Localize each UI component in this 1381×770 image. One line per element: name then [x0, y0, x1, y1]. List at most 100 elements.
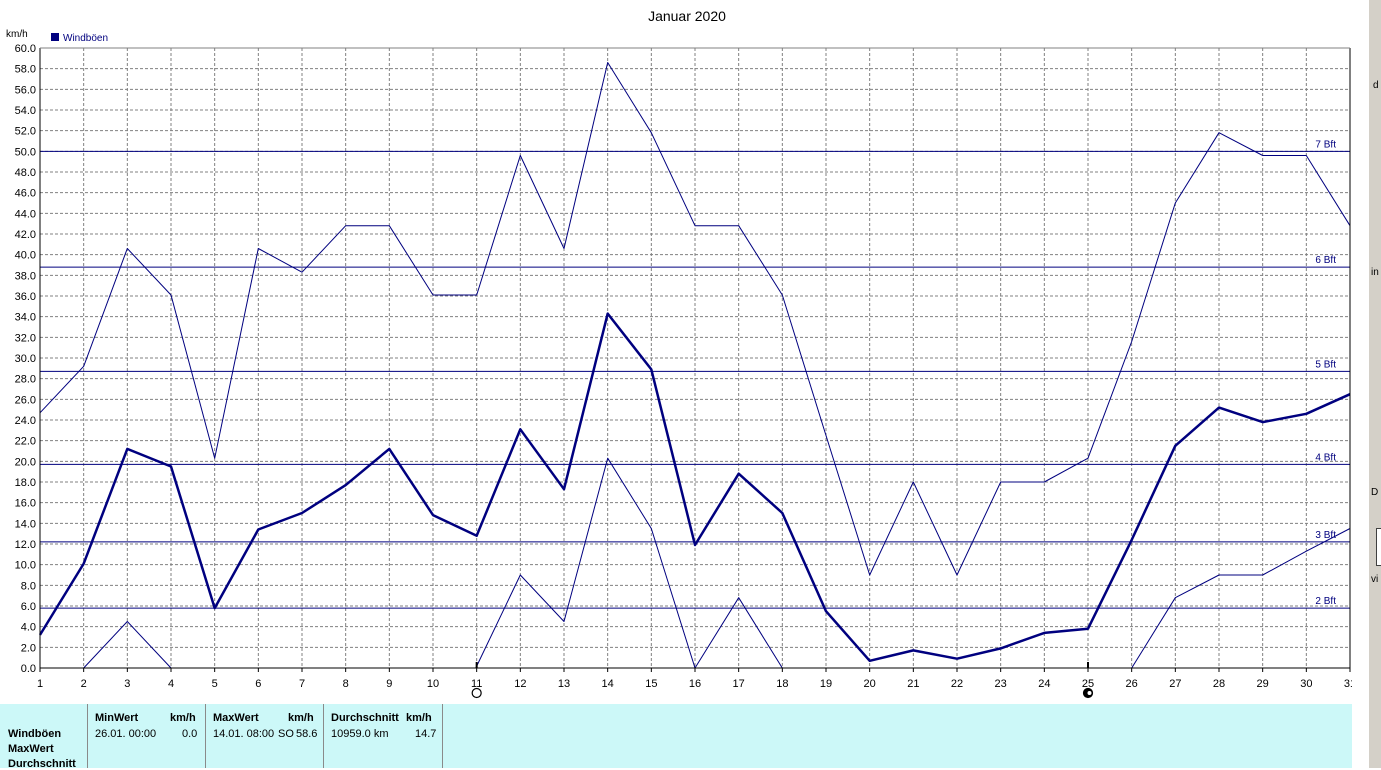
side-letter: vi: [1371, 574, 1379, 585]
y-tick-label: 56.0: [15, 84, 36, 96]
x-tick-label: 7: [299, 678, 305, 690]
full-moon-icon: [471, 687, 482, 699]
x-tick-label: 2: [81, 678, 87, 690]
row-label-durchschnitt: Durchschnitt: [8, 758, 76, 770]
min-value: 0.0: [182, 728, 198, 740]
beaufort-label: 2 Bft: [1315, 596, 1336, 607]
chart-title: Januar 2020: [648, 8, 726, 24]
max-unit: km/h: [288, 712, 314, 724]
side-scroll-handle[interactable]: [1376, 528, 1381, 566]
x-tick-label: 28: [1213, 678, 1225, 690]
series-line: [1131, 528, 1351, 669]
y-tick-label: 10.0: [15, 560, 36, 572]
series-line: [38, 312, 1351, 663]
y-tick-label: 28.0: [15, 374, 36, 386]
min-date: 26.01. 00:00: [95, 728, 157, 740]
series-line: [39, 62, 1351, 576]
new-moon-highlight: [1087, 691, 1092, 695]
x-tick-label: 21: [907, 678, 919, 690]
y-tick-label: 34.0: [15, 312, 36, 324]
y-tick-label: 24.0: [15, 415, 36, 427]
x-tick-label: 25: [1082, 678, 1094, 690]
legend-label: Windböen: [63, 33, 108, 44]
y-tick-label: 58.0: [15, 64, 36, 76]
y-tick-label: 18.0: [15, 477, 36, 489]
y-tick-label: 2.0: [21, 642, 36, 654]
max-header: MaxWert: [213, 712, 259, 724]
y-tick-label: 26.0: [15, 394, 36, 406]
beaufort-label: 4 Bft: [1315, 452, 1336, 463]
x-tick-label: 10: [427, 678, 439, 690]
max-column: MaxWert km/h 14.01. 08:00 SO 58.6: [205, 704, 324, 768]
y-tick-label: 40.0: [15, 250, 36, 262]
x-tick-label: 5: [212, 678, 218, 690]
y-tick-label: 32.0: [15, 332, 36, 344]
y-tick-label: 54.0: [15, 105, 36, 117]
beaufort-label: 3 Bft: [1315, 530, 1336, 541]
y-tick-label: 42.0: [15, 229, 36, 241]
x-tick-label: 30: [1300, 678, 1312, 690]
legend-swatch: [51, 33, 59, 41]
side-letter: d: [1373, 80, 1379, 91]
side-letter: in: [1371, 267, 1379, 278]
x-tick-label: 16: [689, 678, 701, 690]
y-tick-label: 44.0: [15, 208, 36, 220]
x-tick-label: 11: [471, 678, 482, 690]
min-column: MinWert km/h 26.01. 00:00 0.0: [87, 704, 206, 768]
y-tick-label: 16.0: [15, 498, 36, 510]
max-value: 58.6: [296, 728, 318, 740]
x-tick-label: 8: [343, 678, 349, 690]
y-tick-label: 12.0: [15, 539, 36, 551]
min-header: MinWert: [95, 712, 139, 724]
y-tick-label: 0.0: [21, 663, 36, 675]
y-axis-unit: km/h: [6, 29, 28, 40]
x-tick-label: 17: [733, 678, 745, 690]
side-panel-edge: [1352, 0, 1369, 768]
x-tick-label: 31: [1344, 678, 1352, 690]
avg-unit: km/h: [406, 712, 432, 724]
beaufort-label: 5 Bft: [1315, 359, 1336, 370]
x-tick-label: 29: [1257, 678, 1269, 690]
stats-panel: Windböen MaxWert Durchschnitt MinWert km…: [0, 704, 1352, 770]
min-unit: km/h: [170, 712, 196, 724]
wind-chart: Januar 2020 km/h Windböen 2 Bft 3 Bft 4 Bf…: [6, 8, 1352, 699]
y-tick-label: 4.0: [21, 622, 36, 634]
x-tick-label: 6: [255, 678, 261, 690]
y-tick-label: 6.0: [21, 601, 36, 613]
y-tick-label: 50.0: [15, 146, 36, 158]
max-date: 14.01. 08:00: [213, 728, 275, 740]
x-tick-label: 26: [1126, 678, 1138, 690]
side-letter: D: [1371, 487, 1379, 498]
x-tick-label: 4: [168, 678, 174, 690]
x-tick-label: 3: [124, 678, 130, 690]
x-tick-label: 1: [37, 678, 43, 690]
row-label-windboeen: Windböen: [8, 728, 62, 740]
side-panel: d in D vi: [1352, 0, 1381, 768]
x-tick-label: 14: [602, 678, 614, 690]
avg-value: 14.7: [415, 728, 437, 740]
y-tick-label: 60.0: [15, 43, 36, 55]
x-tick-label: 20: [864, 678, 876, 690]
x-tick-label: 22: [951, 678, 963, 690]
x-tick-label: 23: [995, 678, 1007, 690]
x-tick-label: 13: [558, 678, 570, 690]
x-tick-label: 15: [645, 678, 657, 690]
y-tick-label: 48.0: [15, 167, 36, 179]
x-tick-label: 27: [1169, 678, 1181, 690]
x-tick-label: 9: [386, 678, 392, 690]
avg-column: Durchschnitt km/h 10959.0 km 14.7: [323, 704, 443, 768]
x-tick-label: 24: [1038, 678, 1050, 690]
y-tick-label: 52.0: [15, 126, 36, 138]
beaufort-label: 6 Bft: [1315, 255, 1336, 266]
y-tick-label: 36.0: [15, 291, 36, 303]
y-tick-label: 30.0: [15, 353, 36, 365]
y-tick-label: 20.0: [15, 456, 36, 468]
x-tick-label: 12: [514, 678, 526, 690]
beaufort-label: 7 Bft: [1315, 139, 1336, 150]
x-tick-label: 19: [820, 678, 832, 690]
y-tick-label: 38.0: [15, 270, 36, 282]
max-direction: SO: [278, 728, 294, 740]
y-tick-label: 14.0: [15, 518, 36, 530]
y-tick-label: 46.0: [15, 188, 36, 200]
avg-header: Durchschnitt: [331, 712, 399, 724]
